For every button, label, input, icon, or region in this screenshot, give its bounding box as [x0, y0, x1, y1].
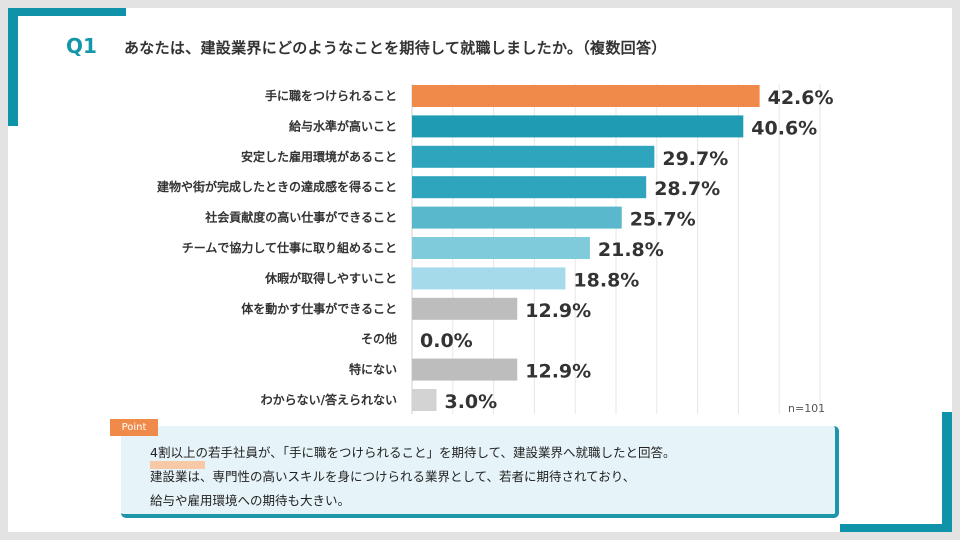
value-label: 12.9% [525, 361, 591, 383]
category-label: その他 [361, 331, 397, 346]
value-label: 0.0% [420, 330, 473, 352]
category-label: 給与水準が高いこと [289, 118, 397, 133]
category-label: 社会貢献度の高い仕事ができること [204, 210, 397, 225]
bar [412, 237, 590, 259]
bar [412, 267, 566, 290]
point-line-2: 建設業は、専門性の高いスキルを身につけられる業界として、若者に期待されており、 [150, 469, 636, 484]
question-number: Q1 [66, 34, 97, 58]
point-line-3: 給与や雇用環境への期待も大きい。 [150, 493, 351, 508]
bar [412, 297, 518, 320]
value-label: 40.6% [751, 117, 817, 139]
corner-accent-bottom-right-bar [840, 524, 952, 532]
category-label: 建物や街が完成したときの達成感を得ること [156, 179, 397, 194]
category-label: 体を動かす仕事ができること [241, 301, 397, 316]
bar [412, 206, 622, 229]
category-label: 特にない [349, 362, 397, 377]
value-label: 3.0% [444, 391, 497, 413]
category-label: チームで協力して仕事に取り組めること [182, 240, 397, 255]
point-line-1: 4割以上の若手社員が、「手に職をつけられること」を期待して、建設業界へ就職したと… [150, 445, 676, 460]
corner-accent-top-left-bar [8, 8, 126, 16]
value-label: 18.8% [573, 269, 639, 291]
value-label: 21.8% [598, 239, 664, 261]
bar [412, 115, 744, 138]
corner-accent-top-left [8, 8, 18, 126]
bar [412, 85, 760, 107]
sample-size-note: n=101 [788, 402, 826, 415]
text-highlight [150, 461, 205, 469]
value-label: 12.9% [525, 300, 591, 322]
corner-accent-bottom-right [942, 412, 952, 532]
bar [412, 358, 518, 381]
point-tag: Point [110, 419, 158, 436]
category-label: 手に職をつけられること [265, 88, 397, 103]
value-label: 29.7% [662, 148, 728, 170]
category-label: 休暇が取得しやすいこと [264, 270, 397, 285]
category-label: わからない/答えられない [261, 392, 397, 407]
point-box [121, 426, 839, 518]
question-title: あなたは、建設業界にどのようなことを期待して就職しましたか。（複数回答） [124, 39, 667, 57]
bar [412, 145, 655, 168]
category-label: 安定した雇用環境があること [241, 149, 397, 164]
bar [412, 389, 437, 411]
value-label: 25.7% [630, 209, 696, 231]
bar [412, 176, 647, 199]
value-label: 42.6% [768, 87, 834, 109]
value-label: 28.7% [654, 178, 720, 200]
